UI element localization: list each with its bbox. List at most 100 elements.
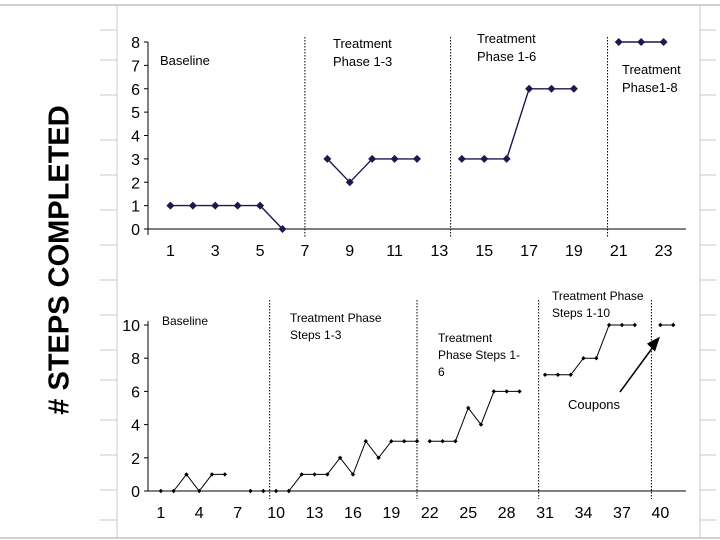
top-x-tick-label: 23 xyxy=(655,243,673,260)
top-x-tick-label: 11 xyxy=(386,243,403,260)
bottom-data-point xyxy=(325,472,330,477)
top-x-tick-label: 17 xyxy=(520,243,538,260)
bottom-data-point xyxy=(158,488,164,494)
top-x-tick-label: 21 xyxy=(610,243,628,260)
top-phase-label-line: Phase 1-3 xyxy=(333,54,392,69)
top-data-point xyxy=(166,201,175,210)
bottom-data-point xyxy=(273,488,279,494)
bottom-data-point xyxy=(504,389,509,394)
bottom-data-point xyxy=(491,389,497,394)
bottom-data-point xyxy=(581,356,586,361)
top-y-tick-label: 6 xyxy=(131,82,140,99)
bottom-x-tick-label: 40 xyxy=(651,505,669,522)
bottom-y-tick-label: 0 xyxy=(131,484,140,501)
bottom-phase-label-line: Steps 1-10 xyxy=(552,306,610,320)
top-phase-label-line: Phase 1-6 xyxy=(477,49,536,64)
bottom-data-point xyxy=(299,472,304,477)
bottom-phase-label: Treatment Phase Steps 1-3 xyxy=(290,311,382,342)
top-y-tick-label: 4 xyxy=(131,129,140,146)
top-data-point xyxy=(547,84,556,93)
bottom-data-point xyxy=(606,322,612,328)
bottom-series-line xyxy=(160,473,225,492)
bottom-data-point xyxy=(466,405,471,411)
top-x-tick-label: 19 xyxy=(565,243,583,260)
top-y-tick-label: 1 xyxy=(131,199,140,216)
top-x-tick-label: 5 xyxy=(256,243,265,260)
bottom-data-point xyxy=(658,322,663,328)
bottom-y-tick-label: 2 xyxy=(131,451,140,468)
top-data-point xyxy=(480,154,489,163)
bottom-annotation-arrowhead xyxy=(646,336,660,352)
top-data-point xyxy=(457,154,466,163)
bottom-x-tick-label: 19 xyxy=(382,505,400,522)
bottom-data-point xyxy=(222,472,228,477)
bottom-data-point xyxy=(414,439,420,444)
top-data-point xyxy=(569,84,578,93)
top-x-tick-label: 1 xyxy=(166,243,175,260)
bottom-x-tick-label: 28 xyxy=(498,505,516,522)
bottom-y-tick-label: 6 xyxy=(131,384,140,401)
bottom-data-point xyxy=(542,372,548,377)
bottom-x-tick-label: 16 xyxy=(344,505,362,522)
top-phase-label: Baseline xyxy=(160,53,210,68)
bottom-x-tick-label: 25 xyxy=(459,505,477,522)
top-data-point xyxy=(323,154,332,163)
top-data-point xyxy=(188,201,197,210)
bottom-data-point xyxy=(209,472,215,477)
bottom-data-point xyxy=(670,322,676,328)
top-data-point xyxy=(211,201,220,210)
top-phase-label-line: Treatment xyxy=(622,62,681,77)
top-data-point xyxy=(502,154,511,163)
top-data-point xyxy=(368,154,377,163)
bottom-data-point xyxy=(261,488,266,494)
bottom-data-point xyxy=(594,356,599,361)
bottom-data-point xyxy=(350,472,356,477)
top-phase-label-line: Treatment xyxy=(333,36,392,51)
top-x-tick-label: 13 xyxy=(431,243,449,260)
bottom-data-point xyxy=(478,422,484,427)
bottom-data-point xyxy=(568,372,573,377)
bottom-y-tick-label: 8 xyxy=(131,351,140,368)
bottom-x-tick-label: 22 xyxy=(421,505,439,522)
top-y-tick-label: 0 xyxy=(131,222,140,239)
bottom-data-point xyxy=(171,488,176,494)
bottom-phase-label-line: Treatment Phase xyxy=(552,289,644,303)
top-data-point xyxy=(256,201,265,210)
top-phase-label: Treatment Phase1-8 xyxy=(622,62,681,95)
bottom-y-tick-label: 10 xyxy=(122,318,140,335)
bottom-phase-label: Treatment Phase Steps 1-10 xyxy=(552,289,644,320)
top-data-point xyxy=(233,201,242,210)
bottom-data-point xyxy=(427,439,433,444)
bottom-data-point xyxy=(184,472,189,477)
bottom-data-point xyxy=(632,322,637,328)
top-data-point xyxy=(390,154,399,163)
bottom-data-point xyxy=(401,439,407,444)
bottom-data-point xyxy=(555,372,561,377)
top-phase-label-line: Baseline xyxy=(160,53,210,68)
bottom-series-line xyxy=(429,390,520,442)
top-y-tick-label: 3 xyxy=(131,152,140,169)
bottom-phase-label: Baseline xyxy=(162,314,208,328)
top-phase-label-line: Treatment xyxy=(477,31,536,46)
top-data-point xyxy=(278,225,287,233)
bottom-phase-label-line: Steps 1-3 xyxy=(290,328,342,342)
bottom-x-tick-label: 31 xyxy=(536,505,554,522)
bottom-data-point xyxy=(440,439,445,444)
bottom-phase-label-line: Treatment Phase xyxy=(290,311,382,325)
top-y-tick-label: 7 xyxy=(131,58,140,75)
top-data-point xyxy=(525,84,534,93)
top-data-point xyxy=(413,154,421,163)
bottom-data-point xyxy=(389,439,394,444)
bottom-data-point xyxy=(453,439,458,444)
bottom-phase-label: Treatment Phase Steps 1- 6 xyxy=(438,331,520,379)
bottom-x-tick-label: 10 xyxy=(267,505,285,522)
bottom-data-point xyxy=(619,322,625,328)
bottom-data-point xyxy=(376,455,381,460)
bottom-annotation-arrow-shaft xyxy=(619,341,658,393)
bottom-phase-label-line: 6 xyxy=(438,365,445,379)
bottom-data-point xyxy=(337,455,343,460)
bottom-y-tick-label: 4 xyxy=(131,418,140,435)
bottom-series-line xyxy=(288,440,417,492)
bottom-x-tick-label: 34 xyxy=(575,505,593,522)
top-x-tick-label: 7 xyxy=(300,243,309,260)
